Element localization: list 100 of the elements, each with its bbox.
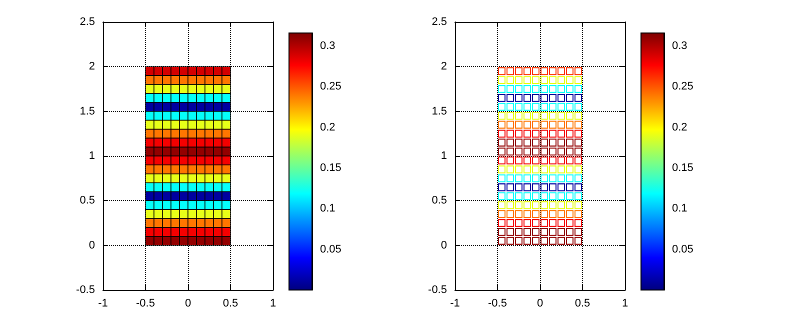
point: [532, 67, 540, 76]
point: [506, 201, 514, 210]
point: [506, 165, 514, 174]
point: [532, 183, 540, 192]
point: [558, 183, 565, 192]
point: [524, 228, 531, 236]
point: [549, 192, 556, 200]
point: [222, 93, 231, 103]
point: [566, 219, 574, 227]
point: [558, 192, 565, 200]
point: [524, 219, 531, 227]
point: [515, 183, 522, 192]
point: [222, 182, 231, 192]
point: [145, 236, 154, 246]
point: [506, 120, 514, 129]
point: [524, 156, 531, 164]
color-bar-label: 0.1: [672, 202, 688, 215]
point: [524, 192, 531, 200]
y-tick-label: 2.5: [432, 16, 447, 28]
point: [549, 210, 556, 218]
point: [558, 156, 565, 164]
point: [524, 102, 531, 111]
point: [498, 201, 506, 210]
point: [515, 94, 522, 102]
point: [498, 85, 506, 93]
point: [222, 236, 231, 246]
point: [549, 148, 556, 156]
point: [558, 85, 565, 93]
point: [532, 102, 540, 111]
point: [549, 138, 556, 147]
point: [549, 102, 556, 111]
point: [574, 120, 582, 129]
point: [498, 183, 506, 192]
point: [549, 156, 556, 164]
point: [498, 219, 506, 227]
point: [540, 219, 548, 227]
point: [532, 210, 540, 218]
point: [558, 165, 565, 174]
point: [506, 156, 514, 164]
point: [574, 219, 582, 227]
point: [515, 165, 522, 174]
point: [524, 67, 531, 76]
point: [574, 138, 582, 147]
point: [524, 120, 531, 129]
point: [532, 138, 540, 147]
point: [532, 76, 540, 84]
point: [540, 201, 548, 210]
point: [222, 120, 231, 130]
point: [566, 201, 574, 210]
point: [506, 67, 514, 76]
point: [524, 130, 531, 138]
point: [574, 67, 582, 76]
point: [549, 228, 556, 236]
y-tick-label: -0.5: [428, 284, 447, 296]
color-bar-label: 0.15: [320, 162, 342, 174]
point: [558, 67, 565, 76]
point: [549, 236, 556, 245]
point: [574, 102, 582, 111]
point: [179, 236, 188, 246]
point: [524, 201, 531, 210]
point: [222, 156, 231, 166]
point: [540, 94, 548, 102]
y-tick-label: 0: [440, 239, 447, 252]
point: [506, 148, 514, 156]
point: [566, 94, 574, 102]
point: [574, 112, 582, 120]
point: [498, 228, 506, 236]
point: [222, 138, 231, 148]
point: [558, 138, 565, 147]
y-tick-label: 2: [440, 60, 447, 73]
point: [506, 112, 514, 120]
point: [498, 102, 506, 111]
point: [498, 67, 506, 76]
point: [524, 236, 531, 245]
point: [532, 112, 540, 120]
point: [540, 67, 548, 76]
point: [222, 128, 231, 138]
point: [540, 192, 548, 200]
point: [515, 210, 522, 218]
point: [532, 94, 540, 102]
point: [558, 112, 565, 120]
point: [574, 174, 582, 182]
point: [170, 236, 180, 246]
point: [515, 67, 522, 76]
y-tick-label: 2: [88, 60, 95, 73]
point: [566, 102, 574, 111]
point: [566, 130, 574, 138]
point: [524, 210, 531, 218]
point: [532, 236, 540, 245]
point: [566, 236, 574, 245]
color-bar-label: 0.05: [672, 243, 694, 256]
point: [222, 209, 231, 219]
point: [515, 120, 522, 129]
point: [222, 102, 231, 112]
point: [532, 156, 540, 164]
point: [506, 76, 514, 84]
point: [540, 156, 548, 164]
point: [574, 156, 582, 164]
point: [540, 165, 548, 174]
point: [566, 76, 574, 84]
